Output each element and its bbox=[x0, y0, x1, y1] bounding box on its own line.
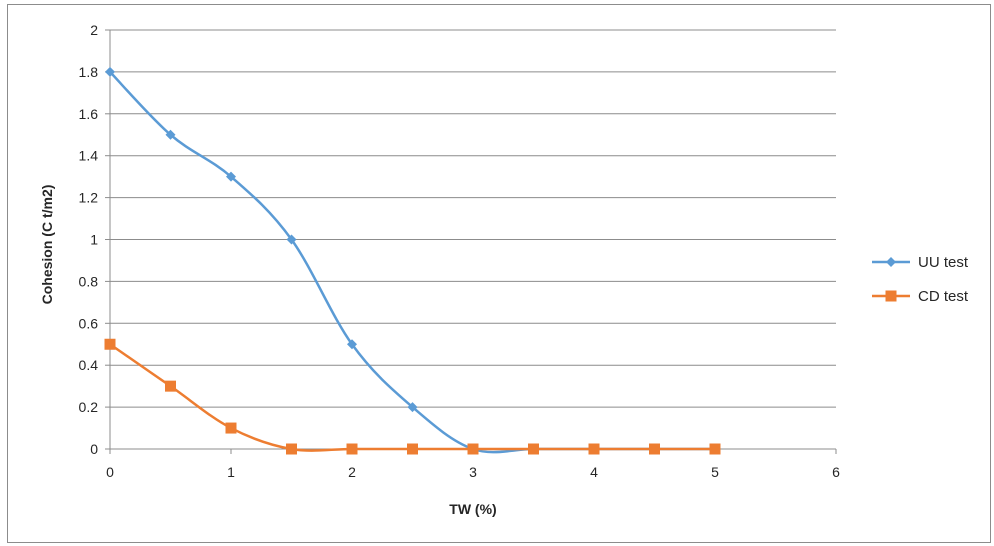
data-point-cd-test bbox=[346, 443, 358, 455]
y-tick-label: 0.4 bbox=[79, 357, 99, 373]
x-tick-label: 6 bbox=[832, 464, 840, 480]
data-point-cd-test bbox=[649, 443, 660, 455]
x-tick-label: 3 bbox=[469, 464, 477, 480]
y-tick-labels: 0 0.2 0.4 0.6 0.8 1 1.2 1.4 1.6 1.8 2 bbox=[79, 22, 99, 457]
y-tick-label: 2 bbox=[90, 22, 98, 38]
x-tick-label: 0 bbox=[106, 464, 114, 480]
y-tick-label: 1 bbox=[90, 232, 98, 248]
series-layer bbox=[104, 66, 721, 455]
y-tick-label: 1.8 bbox=[79, 64, 99, 80]
y-tick-label: 0.2 bbox=[79, 399, 99, 415]
x-tick-labels: 0 1 2 3 4 5 6 bbox=[106, 464, 840, 480]
data-point-cd-test bbox=[407, 443, 418, 455]
x-tick-label: 5 bbox=[711, 464, 719, 480]
x-axis-title: TW (%) bbox=[449, 501, 496, 517]
y-tick-label: 0.8 bbox=[79, 273, 99, 289]
data-point-cd-test bbox=[588, 443, 600, 455]
gridlines bbox=[105, 29, 837, 454]
y-axis-title: Cohesion (C t/m2) bbox=[39, 185, 55, 305]
y-tick-label: 0.6 bbox=[79, 315, 99, 331]
series-line-cd-test bbox=[109, 343, 715, 452]
legend: UU test CD test bbox=[872, 254, 969, 305]
data-point-cd-test bbox=[528, 443, 539, 455]
x-tick-label: 4 bbox=[590, 464, 598, 480]
y-tick-label: 0 bbox=[90, 441, 98, 457]
series-cd-test bbox=[104, 338, 721, 455]
data-point-cd-test bbox=[165, 380, 176, 392]
data-point-uu-test bbox=[226, 171, 236, 182]
series-line-uu-test bbox=[109, 71, 715, 454]
y-tick-label: 1.6 bbox=[79, 106, 99, 122]
y-tick-label: 1.2 bbox=[79, 190, 99, 206]
legend-label-uu-test: UU test bbox=[918, 254, 969, 271]
y-tick-label: 1.4 bbox=[79, 148, 99, 164]
x-tick-label: 1 bbox=[227, 464, 235, 480]
data-point-uu-test bbox=[407, 402, 418, 413]
data-point-uu-test bbox=[347, 339, 357, 350]
data-point-uu-test bbox=[165, 129, 176, 140]
legend-marker-uu-test bbox=[886, 257, 896, 267]
legend-entry-cd-test: CD test bbox=[872, 288, 969, 305]
data-point-cd-test bbox=[225, 422, 237, 434]
legend-label-cd-test: CD test bbox=[918, 288, 969, 305]
series-uu-test bbox=[105, 66, 720, 454]
legend-entry-uu-test: UU test bbox=[872, 254, 969, 271]
data-point-uu-test bbox=[105, 66, 115, 77]
data-point-uu-test bbox=[286, 234, 297, 245]
data-point-cd-test bbox=[709, 443, 721, 455]
data-point-cd-test bbox=[467, 443, 479, 455]
legend-marker-cd-test bbox=[885, 290, 897, 302]
x-tick-label: 2 bbox=[348, 464, 356, 480]
data-point-cd-test bbox=[104, 338, 116, 350]
data-point-cd-test bbox=[286, 443, 297, 455]
